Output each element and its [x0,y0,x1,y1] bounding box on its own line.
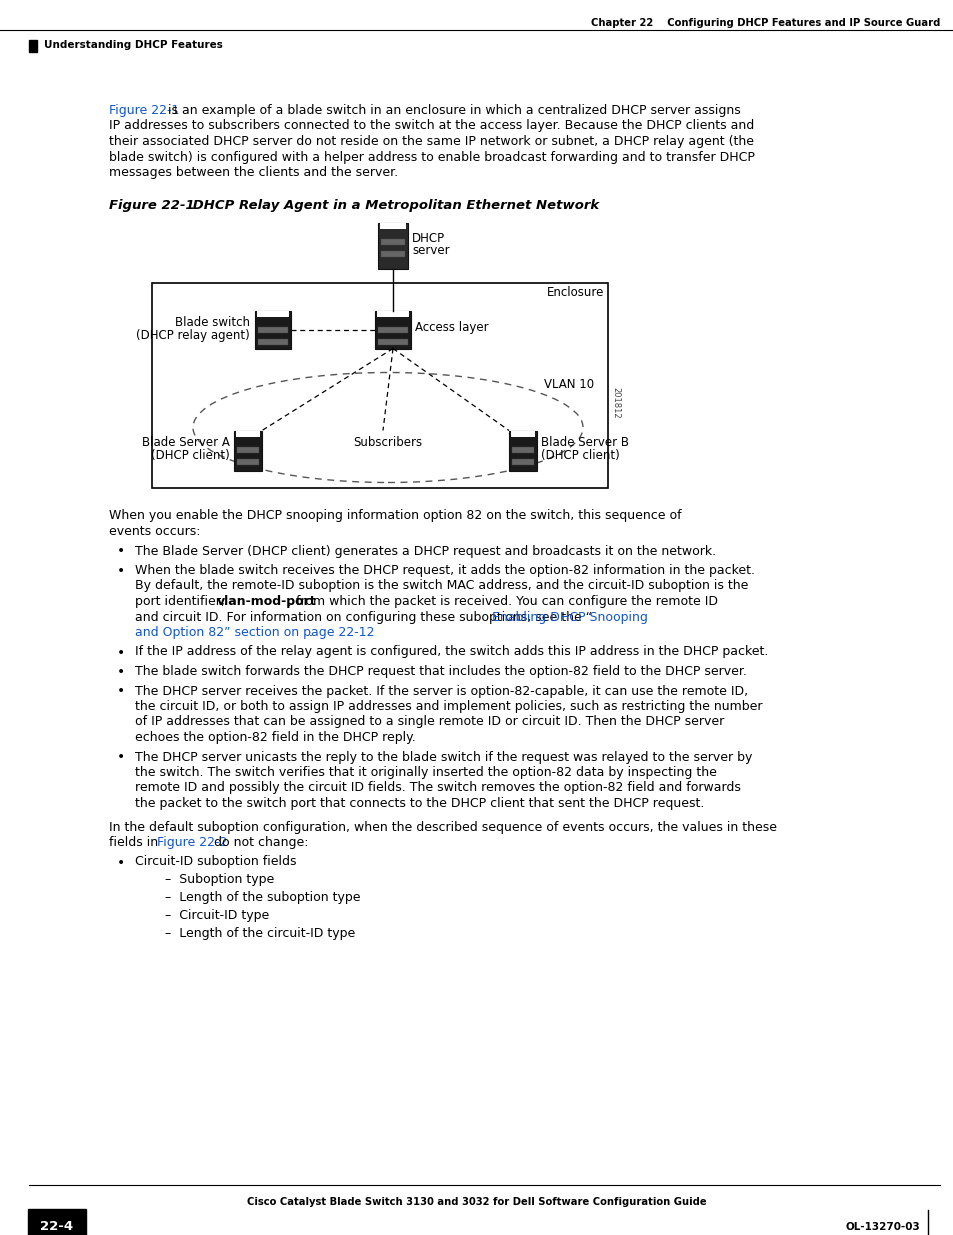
Text: the switch. The switch verifies that it originally inserted the option-82 data b: the switch. The switch verifies that it … [135,766,716,779]
Text: DHCP Relay Agent in a Metropolitan Ethernet Network: DHCP Relay Agent in a Metropolitan Ether… [165,200,598,212]
Text: •: • [117,564,125,578]
Text: Figure 22-1: Figure 22-1 [109,104,179,117]
Bar [511,431,535,436]
Bar [256,310,289,316]
Text: OL-13270-03: OL-13270-03 [844,1221,919,1233]
Text: Blade switch: Blade switch [174,315,250,329]
Bar [375,310,411,348]
Text: , from which the packet is received. You can configure the remote ID: , from which the packet is received. You… [288,595,718,608]
Text: events occurs:: events occurs: [109,525,200,538]
Bar [236,447,258,452]
Text: –  Length of the suboption type: – Length of the suboption type [165,892,360,904]
Text: –  Circuit-ID type: – Circuit-ID type [165,909,269,923]
Bar [235,431,260,436]
Text: blade switch) is configured with a helper address to enable broadcast forwarding: blade switch) is configured with a helpe… [109,151,754,163]
Bar [152,283,607,488]
Text: (DHCP client): (DHCP client) [540,448,619,462]
Text: Enabling DHCP Snooping: Enabling DHCP Snooping [491,610,647,624]
Bar [254,310,291,348]
Text: •: • [117,646,125,659]
Text: •: • [117,545,125,558]
Bar [257,326,288,332]
Text: do not change:: do not change: [210,836,309,848]
Bar [512,458,534,464]
Text: Blade Server A: Blade Server A [142,436,230,448]
Text: The Blade Server (DHCP client) generates a DHCP request and broadcasts it on the: The Blade Server (DHCP client) generates… [135,545,716,557]
Bar [376,310,409,316]
Text: Subscribers: Subscribers [353,436,422,448]
Text: vlan-mod-port: vlan-mod-port [216,595,316,608]
Bar [380,238,405,245]
Text: Chapter 22    Configuring DHCP Features and IP Source Guard: Chapter 22 Configuring DHCP Features and… [590,19,939,28]
Text: messages between the clients and the server.: messages between the clients and the ser… [109,165,397,179]
Text: port identifier,: port identifier, [135,595,229,608]
Bar [379,222,406,228]
Text: •: • [117,684,125,699]
Text: the packet to the switch port that connects to the DHCP client that sent the DHC: the packet to the switch port that conne… [135,797,703,810]
Text: The DHCP server receives the packet. If the server is option-82-capable, it can : The DHCP server receives the packet. If … [135,684,747,698]
Bar [509,431,537,471]
Bar [257,338,288,345]
Text: Enclosure: Enclosure [546,287,603,300]
Text: Circuit-ID suboption fields: Circuit-ID suboption fields [135,856,296,868]
Bar [29,40,37,52]
Text: Figure 22-2: Figure 22-2 [157,836,228,848]
Text: If the IP address of the relay agent is configured, the switch adds this IP addr: If the IP address of the relay agent is … [135,646,767,658]
Text: By default, the remote-ID suboption is the switch MAC address, and the circuit-I: By default, the remote-ID suboption is t… [135,579,747,593]
Text: is an example of a blade switch in an enclosure in which a centralized DHCP serv: is an example of a blade switch in an en… [164,104,740,117]
Text: of IP addresses that can be assigned to a single remote ID or circuit ID. Then t: of IP addresses that can be assigned to … [135,715,723,729]
Text: IP addresses to subscribers connected to the switch at the access layer. Because: IP addresses to subscribers connected to… [109,120,754,132]
Text: Figure 22-1: Figure 22-1 [109,200,194,212]
Text: VLAN 10: VLAN 10 [543,378,594,391]
Text: Understanding DHCP Features: Understanding DHCP Features [44,40,223,49]
Text: The blade switch forwards the DHCP request that includes the option-82 field to : The blade switch forwards the DHCP reque… [135,664,746,678]
Text: •: • [117,856,125,869]
Text: –  Length of the circuit-ID type: – Length of the circuit-ID type [165,927,355,941]
Bar [512,447,534,452]
Text: fields in: fields in [109,836,162,848]
Bar [236,458,258,464]
Text: Blade Server B: Blade Server B [540,436,628,448]
Text: –  Suboption type: – Suboption type [165,873,274,887]
Text: remote ID and possibly the circuit ID fields. The switch removes the option-82 f: remote ID and possibly the circuit ID fi… [135,782,740,794]
Text: echoes the option-82 field in the DHCP reply.: echoes the option-82 field in the DHCP r… [135,731,416,743]
Text: •: • [117,751,125,764]
Bar [377,338,408,345]
Bar [377,326,408,332]
Text: Access layer: Access layer [415,321,488,333]
Text: •: • [117,664,125,679]
Bar [377,222,408,268]
Text: the circuit ID, or both to assign IP addresses and implement policies, such as r: the circuit ID, or both to assign IP add… [135,700,761,713]
Text: Cisco Catalyst Blade Switch 3130 and 3032 for Dell Software Configuration Guide: Cisco Catalyst Blade Switch 3130 and 303… [247,1197,706,1207]
Text: 22-4: 22-4 [40,1220,73,1233]
Text: .: . [308,626,313,638]
Text: 201812: 201812 [611,387,619,419]
Text: server: server [412,245,449,258]
Bar [233,431,262,471]
Text: When the blade switch receives the DHCP request, it adds the option-82 informati: When the blade switch receives the DHCP … [135,564,754,577]
Text: (DHCP client): (DHCP client) [152,448,230,462]
Text: DHCP: DHCP [412,232,445,246]
Text: The DHCP server unicasts the reply to the blade switch if the request was relaye: The DHCP server unicasts the reply to th… [135,751,752,763]
Bar [28,1209,86,1235]
Text: (DHCP relay agent): (DHCP relay agent) [136,329,250,342]
Text: their associated DHCP server do not reside on the same IP network or subnet, a D: their associated DHCP server do not resi… [109,135,753,148]
Text: and Option 82” section on page 22-12: and Option 82” section on page 22-12 [135,626,375,638]
Text: and circuit ID. For information on configuring these suboptions, see the “: and circuit ID. For information on confi… [135,610,592,624]
Text: When you enable the DHCP snooping information option 82 on the switch, this sequ: When you enable the DHCP snooping inform… [109,510,680,522]
Text: In the default suboption configuration, when the described sequence of events oc: In the default suboption configuration, … [109,820,776,834]
Bar [380,251,405,257]
